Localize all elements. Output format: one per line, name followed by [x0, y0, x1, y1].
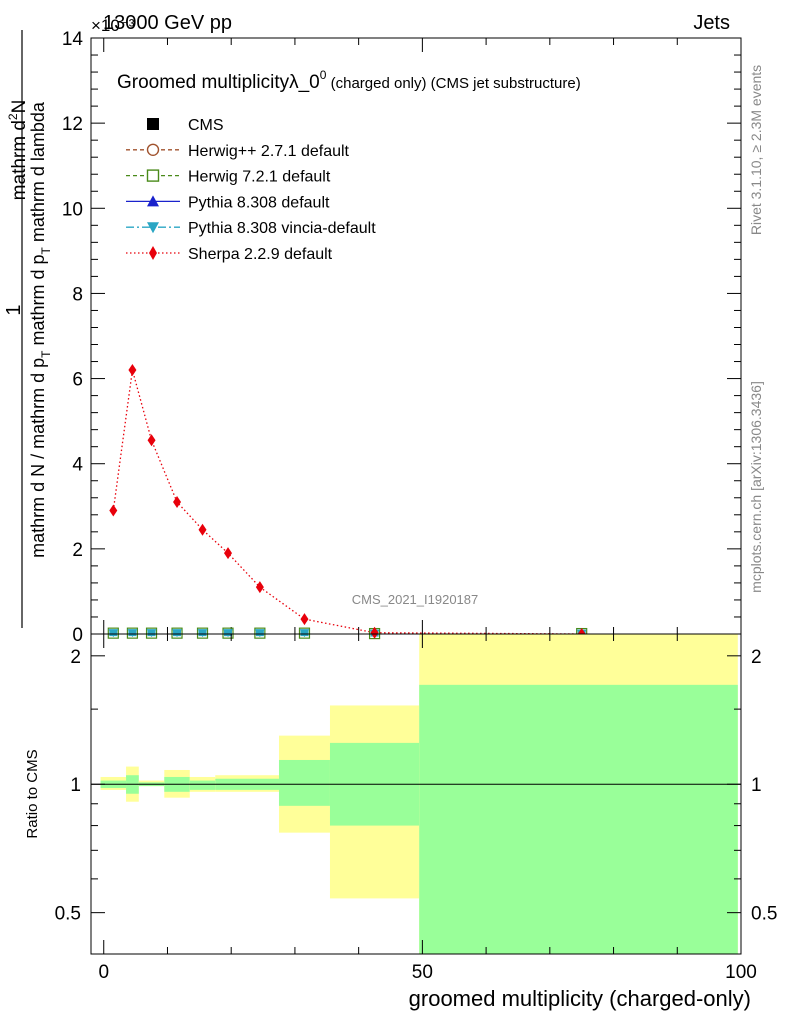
herwig7-point: [222, 627, 234, 639]
ratio-y-axis: 0.5 0.5 1 1 2 2: [55, 647, 778, 925]
energy-label: 13000 GeV pp: [103, 12, 232, 34]
ratio-y-tick-label: 2: [70, 647, 81, 668]
ratio-y-tick-label: 0.5: [55, 904, 81, 925]
ratio-y-tick-label-right: 0.5: [751, 904, 777, 925]
cms-point: [255, 630, 264, 637]
legend-entry-label: Pythia 8.308 vincia-default: [188, 220, 376, 237]
ratio-band-green: [419, 684, 738, 954]
legend-marker-circle: [146, 143, 160, 157]
herwig7-point: [196, 627, 209, 639]
sherpa-point: [300, 613, 309, 626]
herwig7-point: [107, 627, 119, 639]
legend-entry-label: Sherpa 2.2.9 default: [188, 246, 333, 263]
y-tick-label: 12: [62, 114, 83, 135]
y-label-fraction-one: 1: [3, 304, 25, 315]
ratio-frame: [90, 633, 742, 955]
herwig7-point: [145, 627, 158, 639]
y-tick-label: 0: [72, 625, 83, 646]
legend: CMS Herwig++ 2.7.1 default Herwig 7.2.1 de…: [126, 117, 376, 263]
sherpa-point: [147, 434, 156, 447]
main-plot: 0 2 4 6 8 10 12 14 Groomed multiplicityλ_00 (ch…: [62, 29, 742, 646]
legend-entry-label: CMS: [188, 117, 224, 134]
y-tick-label: 14: [62, 29, 84, 50]
x-tick-label: 100: [725, 962, 757, 983]
sherpa-point: [198, 523, 207, 536]
legend-marker-square: [146, 169, 160, 182]
herwig7-point: [171, 627, 183, 639]
cms-point: [300, 630, 309, 637]
y-exponent-label: ×10⁻³: [91, 16, 135, 35]
cms-point: [224, 630, 233, 637]
legend-entry-label: Herwig++ 2.7.1 default: [188, 143, 350, 160]
ratio-y-label-group: Ratio to CMS: [24, 749, 41, 838]
sherpa-point: [173, 496, 182, 509]
cms-point: [109, 630, 118, 637]
ratio-y-tick-label: 1: [70, 775, 81, 796]
main-x-axis-ticks: [103, 38, 742, 634]
ratio-bands: [100, 634, 738, 954]
main-y-axis-label: 1 mathrm d2N mathrm d N / mathrm d pT ma…: [3, 30, 53, 628]
legend-marker-cms: [147, 118, 159, 130]
sherpa-point: [128, 364, 137, 377]
legend-marker-triangle-down: [147, 222, 159, 234]
x-tick-label: 50: [412, 962, 433, 983]
sherpa-point: [255, 581, 264, 594]
cms-point: [128, 630, 137, 637]
ratio-x-axis: 0 50 100: [98, 634, 757, 983]
legend-entry-label: Pythia 8.308 default: [188, 194, 330, 211]
ratio-y-tick-label-right: 2: [751, 647, 762, 668]
mcplots-label: mcplots.cern.ch [arXiv:1306.3436]: [748, 381, 764, 593]
herwig7-point: [298, 627, 311, 639]
y-tick-label: 10: [62, 199, 83, 220]
y-tick-label: 2: [72, 540, 83, 561]
herwig7-point: [254, 627, 266, 639]
ratio-y-label: Ratio to CMS: [24, 749, 41, 838]
legend-marker-diamond: [149, 246, 157, 260]
y-tick-label: 4: [72, 455, 83, 476]
ratio-plot: 0.5 0.5 1 1 2 2 0 50 100: [55, 633, 778, 983]
chart-title: Groomed multiplicityλ_00 (charged only) …: [117, 68, 581, 93]
rivet-label-group: Rivet 3.1.10, ≥ 2.3M events: [748, 65, 764, 235]
y-label-denominator: mathrm d N / mathrm d pT mathrm d pT mat…: [28, 101, 53, 558]
ratio-band-green: [189, 780, 216, 790]
ratio-y-tick-label-right: 1: [751, 775, 762, 796]
sherpa-point: [370, 626, 379, 639]
herwig7-point: [126, 627, 139, 639]
main-series: [107, 364, 588, 640]
x-tick-label: 0: [98, 962, 109, 983]
ratio-band-green: [278, 759, 330, 806]
sherpa-line: [112, 369, 582, 635]
mcplots-label-group: mcplots.cern.ch [arXiv:1306.3436]: [748, 381, 764, 593]
cms-point: [147, 630, 156, 637]
y-tick-label: 6: [72, 370, 83, 391]
rivet-label: Rivet 3.1.10, ≥ 2.3M events: [748, 65, 764, 235]
y-label-numerator: mathrm d2N: [6, 100, 30, 201]
x-axis-label: groomed multiplicity (charged-only): [409, 986, 751, 1011]
sherpa-point: [109, 504, 118, 517]
category-label: Jets: [693, 12, 730, 34]
sherpa-point: [224, 547, 233, 560]
y-tick-label: 8: [72, 284, 83, 305]
main-y-axis: 0 2 4 6 8 10 12 14: [62, 29, 741, 646]
cms-point: [198, 630, 207, 637]
cms-point: [173, 630, 182, 637]
analysis-watermark: CMS_2021_I1920187: [352, 592, 479, 607]
legend-entry-label: Herwig 7.2.1 default: [188, 169, 331, 186]
legend-marker-triangle-up: [147, 195, 159, 207]
